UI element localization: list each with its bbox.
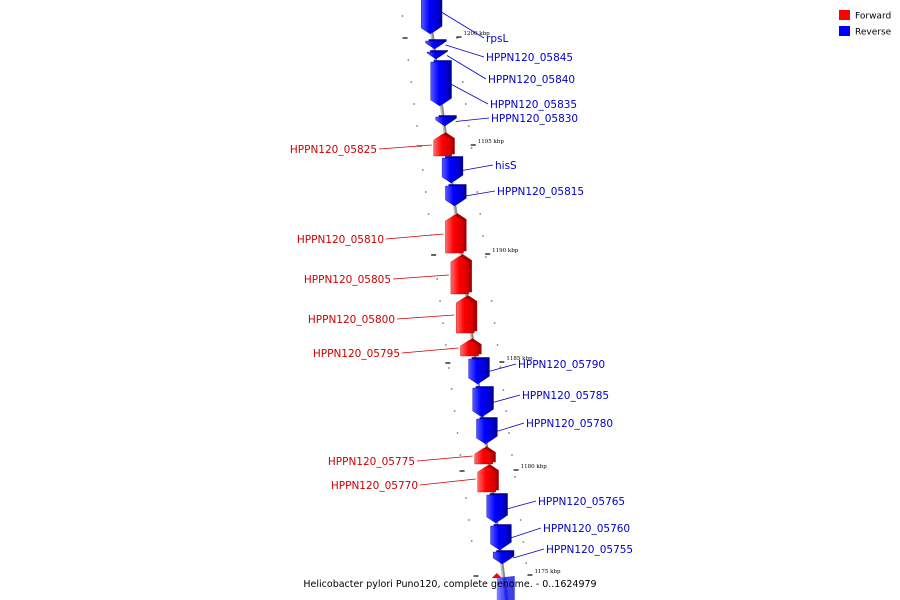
gene-arrow-HPPN120_05800[interactable] bbox=[455, 295, 478, 334]
gene-leader-line bbox=[496, 422, 525, 432]
gene-label[interactable]: HPPN120_05840 bbox=[488, 74, 575, 86]
gene-label[interactable]: HPPN120_05755 bbox=[546, 544, 633, 556]
gene-leader-line bbox=[446, 55, 487, 80]
gene-leader-line bbox=[492, 394, 521, 403]
gene-leader-line bbox=[401, 347, 459, 354]
gene-leader-line bbox=[419, 478, 476, 486]
gene-arrow-HPPN120_05830[interactable] bbox=[435, 115, 457, 127]
tick-label: 1195 kbp bbox=[478, 139, 505, 145]
gene-arrow-HPPN120_05780[interactable] bbox=[476, 417, 498, 445]
gene-label[interactable]: HPPN120_05785 bbox=[522, 390, 609, 402]
gene-label[interactable]: HPPN120_05810 bbox=[297, 234, 384, 246]
legend-forward-swatch bbox=[839, 10, 850, 20]
gene-leader-line bbox=[462, 164, 494, 171]
gene-label[interactable]: HPPN120_05830 bbox=[491, 113, 578, 125]
gene-leader-line bbox=[513, 548, 545, 559]
gene-leader-line bbox=[441, 11, 485, 39]
gene-leader-line bbox=[450, 83, 489, 105]
gene-label[interactable]: HPPN120_05770 bbox=[331, 480, 418, 492]
gene-arrow-HPPN120_05790[interactable] bbox=[468, 357, 490, 385]
gene-arrow-HPPN120_05815[interactable] bbox=[445, 184, 467, 207]
gene-arrow-HPPN120_05805[interactable] bbox=[450, 254, 472, 295]
gene-label[interactable]: HPPN120_05805 bbox=[304, 274, 391, 286]
gene-arrow-partial bbox=[496, 576, 515, 600]
gene-label[interactable]: HPPN120_05845 bbox=[486, 52, 573, 64]
gene-leader-line bbox=[378, 144, 432, 150]
gene-label[interactable]: HPPN120_05765 bbox=[538, 496, 625, 508]
gene-arrow-HPPN120_05825[interactable] bbox=[433, 132, 455, 157]
tick-label: 1185 kbp bbox=[506, 356, 533, 362]
gene-arrow-HPPN120_05835[interactable] bbox=[430, 60, 452, 107]
gene-label[interactable]: HPPN120_05795 bbox=[313, 348, 400, 360]
gene-leader-line bbox=[506, 500, 537, 510]
gene-arrow-partial bbox=[491, 573, 502, 578]
gene-arrow-HPPN120_05770[interactable] bbox=[477, 464, 499, 493]
gene-leader-line bbox=[385, 233, 444, 240]
gene-leader-line bbox=[488, 363, 517, 372]
gene-arrow-HPPN120_05775[interactable] bbox=[474, 446, 496, 465]
gene-leader-line bbox=[445, 44, 485, 58]
gene-arrow-HPPN120_05840[interactable] bbox=[426, 50, 448, 60]
gene-arrow-HPPN120_05755[interactable] bbox=[493, 550, 515, 565]
map-caption: Helicobacter pylori Puno120, complete ge… bbox=[303, 579, 596, 590]
gene-leader-line bbox=[455, 117, 490, 122]
gene-leader-line bbox=[510, 527, 542, 539]
gene-leader-line bbox=[416, 455, 473, 462]
gene-arrow-rpsL[interactable] bbox=[421, 0, 443, 35]
gene-label[interactable]: HPPN120_05760 bbox=[543, 523, 630, 535]
gene-label[interactable]: HPPN120_05790 bbox=[518, 359, 605, 371]
gene-arrow-hisS[interactable] bbox=[441, 156, 464, 184]
tick-label: 1190 kbp bbox=[492, 248, 519, 254]
gene-leader-line bbox=[396, 314, 455, 320]
gene-label[interactable]: HPPN120_05800 bbox=[308, 314, 395, 326]
gene-label[interactable]: hisS bbox=[495, 160, 517, 172]
tick-label: 1175 kbp bbox=[534, 569, 561, 575]
legend: Forward Reverse bbox=[839, 10, 892, 38]
gene-label[interactable]: HPPN120_05815 bbox=[497, 186, 584, 198]
gene-label[interactable]: rpsL bbox=[486, 33, 508, 45]
gene-arrow-HPPN120_05760[interactable] bbox=[490, 524, 512, 551]
tick-label: 1180 kbp bbox=[521, 464, 548, 470]
gene-features bbox=[421, 0, 515, 600]
gene-arrow-HPPN120_05810[interactable] bbox=[445, 213, 467, 254]
legend-reverse-swatch bbox=[839, 26, 850, 36]
legend-forward-label: Forward bbox=[855, 12, 891, 22]
gene-labels: rpsL HPPN120_05845 HPPN120_05840 HPPN120_05… bbox=[290, 11, 633, 559]
gene-label[interactable]: HPPN120_05775 bbox=[328, 456, 415, 468]
gene-leader-line bbox=[392, 274, 449, 280]
gene-arrow-HPPN120_05795[interactable] bbox=[460, 338, 482, 357]
legend-reverse-label: Reverse bbox=[855, 28, 892, 38]
gene-label[interactable]: HPPN120_05825 bbox=[290, 144, 377, 156]
gene-label[interactable]: HPPN120_05835 bbox=[490, 99, 577, 111]
gene-arrow-HPPN120_05845[interactable] bbox=[425, 39, 447, 50]
gene-label[interactable]: HPPN120_05780 bbox=[526, 418, 613, 430]
gene-arrow-HPPN120_05765[interactable] bbox=[486, 493, 508, 524]
gene-arrow-HPPN120_05785[interactable] bbox=[472, 386, 494, 418]
gene-leader-line bbox=[465, 190, 496, 197]
